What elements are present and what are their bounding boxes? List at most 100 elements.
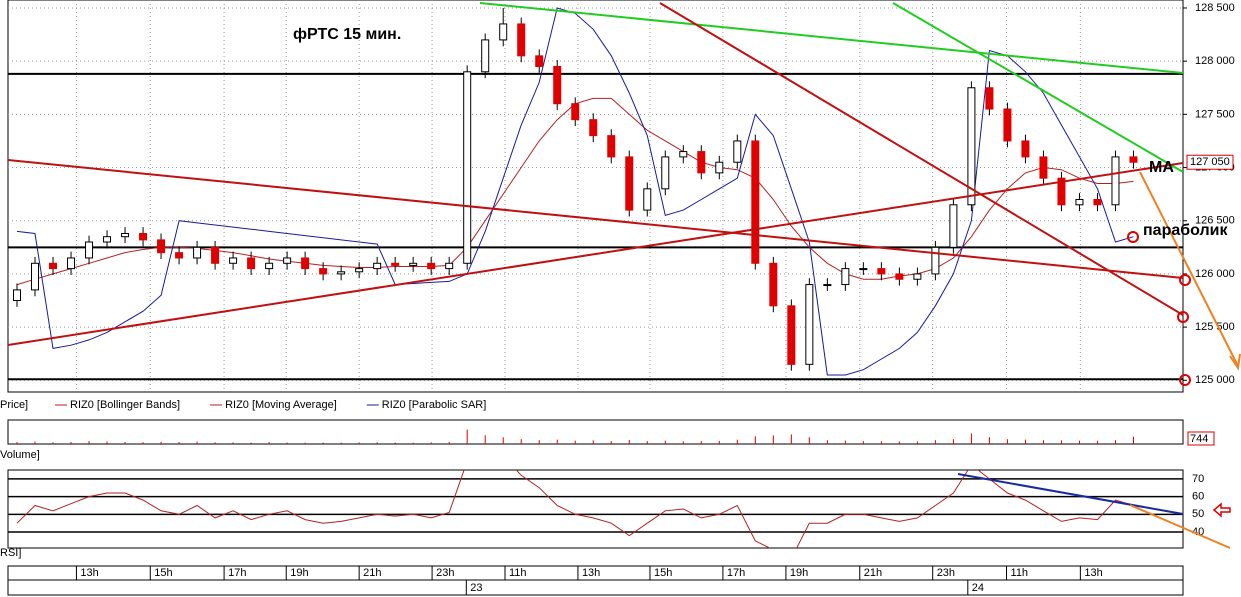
candle-body [265, 262, 274, 270]
candle-body [751, 140, 760, 264]
candle-body [571, 103, 580, 121]
y-tick-label: 127 500 [1195, 108, 1235, 120]
volume-box [1187, 431, 1215, 446]
candle-body [535, 55, 544, 67]
marker-circle [1127, 231, 1139, 243]
candle-body [1039, 156, 1048, 179]
candle-body [373, 262, 382, 270]
rsi-trend-line [957, 473, 1184, 515]
x-tick-label: 13h [1084, 567, 1102, 579]
forecast-line [1139, 171, 1239, 367]
candle-body [1111, 156, 1120, 206]
candle-body [499, 23, 508, 41]
rsi-line [16, 470, 1134, 548]
candle-body [913, 273, 922, 280]
y-tick-label: 128 500 [1195, 2, 1235, 14]
y-tick-label: 126 000 [1195, 268, 1235, 280]
candle-body [409, 262, 418, 266]
candle-body [607, 135, 616, 158]
candle-body [841, 268, 850, 286]
candle-body [229, 257, 238, 264]
rsi-tick-label: 50 [1192, 508, 1204, 520]
candle-body [931, 246, 940, 275]
candle-body [139, 232, 148, 241]
candle-body [715, 161, 724, 174]
trend-lines [8, 2, 1183, 346]
rsi-line-group [16, 470, 1134, 548]
candle-body [733, 140, 742, 163]
x-tick-label: 11h [1011, 567, 1029, 579]
x-tick-label: 23h [937, 567, 955, 579]
candle-body [283, 257, 292, 264]
rsi-forecast-line [1129, 504, 1231, 549]
day-tick-label: 23 [470, 582, 482, 594]
trend-line [659, 2, 1183, 316]
candle-body [985, 87, 994, 110]
candle-body [805, 284, 814, 365]
candle-body [67, 257, 76, 270]
candle-body [661, 156, 670, 190]
panel-label: Volume] [0, 449, 40, 461]
candle-body [949, 204, 958, 248]
x-tick-label: 19h [790, 567, 808, 579]
candle-body [679, 151, 688, 158]
candle-body [319, 268, 328, 275]
legend-label: RIZ0 [Moving Average] [225, 399, 337, 411]
drawings: фРТС 15 мин. MA параболик [8, 2, 1241, 549]
candle-body [427, 262, 436, 270]
candle-body [553, 65, 562, 105]
x-tick-label: 17h [727, 567, 745, 579]
candle-body [211, 246, 220, 264]
candle-body [301, 257, 310, 270]
candle-body [1057, 177, 1066, 206]
candle-body [625, 156, 634, 211]
marker-circle [1177, 311, 1189, 323]
day-tick-label: 24 [972, 582, 984, 594]
x-tick-label: 15h [654, 567, 672, 579]
candle-body [391, 262, 400, 266]
marker-circle [1179, 374, 1191, 386]
panel-frame [7, 469, 1184, 549]
trend-line [8, 159, 1183, 279]
x-tick-label: 21h [363, 567, 381, 579]
y-tick-label: 126 500 [1195, 215, 1235, 227]
candle-body [517, 23, 526, 57]
volume-panel: 744 Volume] [0, 429, 1215, 461]
panel-frame [7, 419, 1184, 445]
candle-body [463, 71, 472, 264]
y-tick-label: 128 000 [1195, 55, 1235, 67]
y-tick-label: 125 500 [1195, 321, 1235, 333]
panel-label: RSI] [0, 547, 21, 559]
rsi-tick-label: 70 [1192, 473, 1204, 485]
x-tick-label: 21h [864, 567, 882, 579]
candle-body [1129, 156, 1138, 163]
x-tick-label: 17h [228, 567, 246, 579]
candle-body [859, 268, 868, 271]
time-axis: 13h 15h 17h 19h 21h 23h 11h 13h 15h 17h 19h 21h 23h 1… [7, 565, 1184, 596]
candle-body [589, 119, 598, 137]
candle-body [1075, 198, 1084, 206]
candle-body [247, 257, 256, 270]
legend-label: RIZ0 [Parabolic SAR] [382, 399, 487, 411]
candle-body [769, 262, 778, 307]
marker-circle [1179, 274, 1191, 286]
candle-body [1021, 140, 1030, 158]
y-tick-label: 125 000 [1195, 374, 1235, 386]
candle-body [175, 252, 184, 259]
candle-body [157, 239, 166, 254]
rsi-tick-label: 60 [1192, 490, 1204, 502]
x-tick-label: 11h [509, 567, 527, 579]
x-tick-label: 19h [290, 567, 308, 579]
candle-body [103, 236, 112, 243]
candle-body [895, 273, 904, 280]
candle-body [823, 284, 832, 287]
candle-body [49, 262, 58, 270]
candle-body [355, 268, 364, 273]
annotation: параболик [1143, 222, 1228, 239]
trend-line [8, 162, 1183, 346]
price-label: 127 050 [1190, 156, 1230, 168]
price-box [1186, 154, 1234, 170]
